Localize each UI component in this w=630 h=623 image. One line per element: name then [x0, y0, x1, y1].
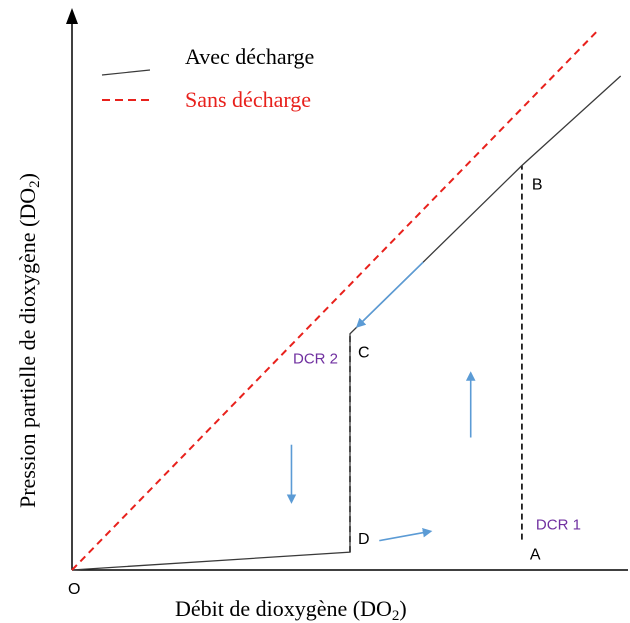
y-axis-label-subscript: 2: [27, 180, 43, 188]
y-axis-label: Pression partielle de dioxygène (DO2): [15, 173, 43, 508]
flow-arrow-3: [355, 261, 424, 328]
point-labels: A B C D: [358, 177, 543, 564]
legend-label-series-2: Sans décharge: [185, 87, 311, 112]
series-lines: [71, 28, 622, 571]
y-axis-arrow-icon: [66, 8, 78, 24]
point-label-b: B: [532, 177, 543, 194]
x-axis-label: Débit de dioxygène (DO2): [175, 596, 407, 623]
legend: Avec décharge Sans décharge: [101, 44, 314, 112]
series-line-2: [71, 28, 600, 571]
annotation-dcr-1: DCR 1: [536, 517, 581, 534]
point-label-d: D: [358, 531, 370, 548]
y-axis-label-end: ): [15, 173, 40, 180]
legend-label-series-1: Avec décharge: [185, 44, 314, 69]
annotation-dcr-2: DCR 2: [293, 351, 338, 368]
y-axis-label-main: Pression partielle de dioxygène (DO: [15, 188, 40, 508]
series-line-1: [71, 75, 622, 571]
legend-swatch-solid: [101, 69, 151, 76]
flow-arrow-1: [379, 527, 433, 542]
vertical-dashed-lines: [349, 165, 523, 553]
x-axis-label-end: ): [399, 596, 406, 621]
origin-label: O: [68, 581, 80, 598]
x-axis-label-subscript: 2: [392, 608, 400, 623]
point-label-a: A: [530, 547, 541, 564]
x-axis-label-main: Débit de dioxygène (DO: [175, 596, 392, 621]
flow-arrows: [286, 261, 476, 542]
annotations: DCR 1 DCR 2: [293, 351, 581, 534]
point-label-c: C: [358, 345, 370, 362]
